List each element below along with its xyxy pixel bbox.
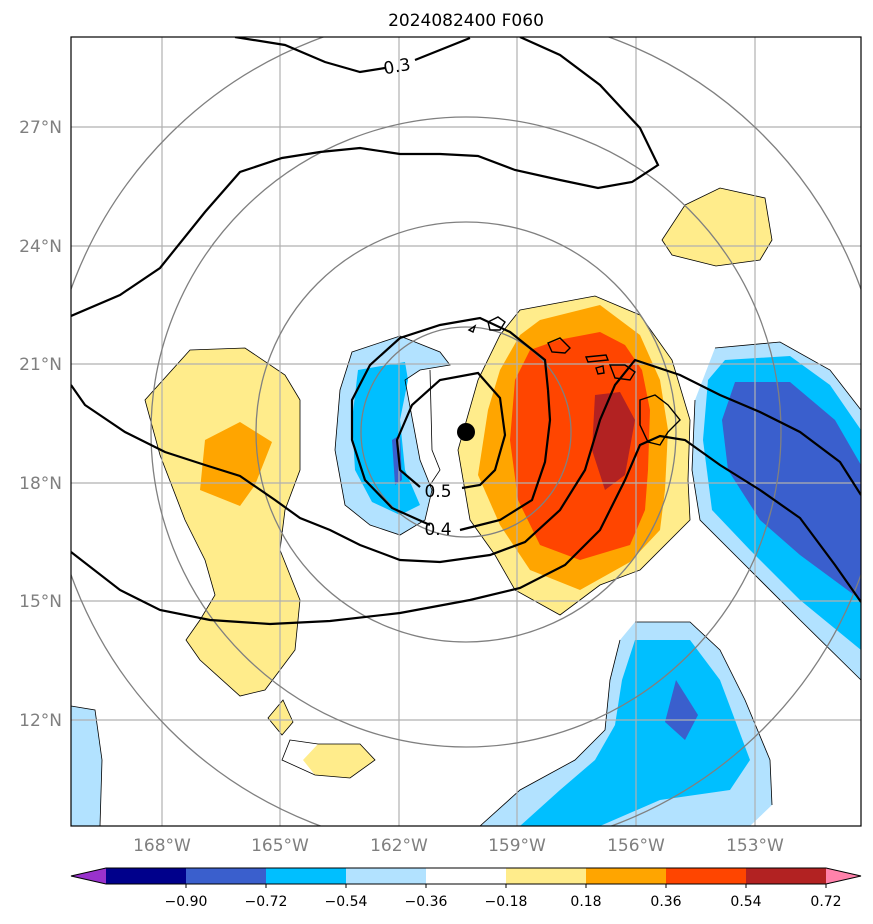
lon-label-156w: 156°W	[607, 836, 665, 856]
colorbar-segment	[746, 868, 827, 884]
map-frame	[70, 36, 862, 827]
colorbar-tick-label: −0.90	[165, 894, 208, 910]
colorbar-extend-high	[826, 868, 861, 884]
colorbar-segment	[106, 868, 187, 884]
colorbar-segment	[506, 868, 587, 884]
negative-anomaly-southwest	[71, 706, 102, 826]
contour-label-0-5: 0.5	[424, 482, 451, 502]
lat-label-15n: 15°N	[19, 592, 62, 612]
contour-label-0-4: 0.4	[424, 520, 451, 540]
range-rings	[71, 37, 861, 826]
lon-label-165w: 165°W	[251, 836, 309, 856]
colorbar-segment	[586, 868, 667, 884]
map-title: 2024082400 F060	[388, 11, 544, 31]
colorbar-extend-low	[71, 868, 106, 884]
negative-anomaly-south-lobe	[480, 622, 772, 826]
latitude-labels: 27°N 24°N 21°N 18°N 15°N 12°N	[19, 118, 62, 731]
lon-label-153w: 153°W	[726, 836, 784, 856]
storm-center-marker	[457, 423, 475, 441]
lat-label-21n: 21°N	[19, 355, 62, 375]
colorbar: −0.90 −0.72 −0.54 −0.36 −0.18 0.18 0.36 0.54 0.7…	[70, 867, 862, 910]
colorbar-segment	[426, 868, 507, 884]
colorbar-tick-label: 0.54	[730, 894, 761, 910]
colorbar-segment	[346, 868, 427, 884]
colorbar-tick-label: −0.54	[325, 894, 368, 910]
coastline-hawaii	[467, 316, 681, 446]
colorbar-segment	[266, 868, 347, 884]
colorbar-tick-label: −0.36	[405, 894, 448, 910]
positive-anomaly-patch-south	[303, 744, 375, 778]
colorbar-tick-label: −0.18	[485, 894, 528, 910]
negative-anomaly-east-lobe	[692, 342, 861, 680]
lat-label-18n: 18°N	[19, 474, 62, 494]
contour-label-0-3: 0.3	[382, 55, 412, 79]
colorbar-outline	[70, 867, 862, 885]
colorbar-tick-label: 0.18	[570, 894, 601, 910]
lat-label-24n: 24°N	[19, 237, 62, 257]
colorbar-tick-label: −0.72	[245, 894, 288, 910]
graticule	[71, 37, 861, 826]
colorbar-tick-label: 0.72	[810, 894, 841, 910]
lon-label-168w: 168°W	[133, 836, 191, 856]
lon-label-159w: 159°W	[488, 836, 546, 856]
colorbar-segment	[666, 868, 747, 884]
lat-label-27n: 27°N	[19, 118, 62, 138]
bold-contours	[71, 37, 861, 626]
colorbar-segment	[186, 868, 267, 884]
lon-label-162w: 162°W	[370, 836, 428, 856]
colorbar-tick-label: 0.36	[650, 894, 681, 910]
longitude-labels: 168°W 165°W 162°W 159°W 156°W 153°W	[133, 836, 784, 856]
lat-label-12n: 12°N	[19, 711, 62, 731]
map-area: 0.3 0.5 0.4	[71, 37, 861, 826]
negative-anomaly-west-lobe	[335, 336, 450, 535]
